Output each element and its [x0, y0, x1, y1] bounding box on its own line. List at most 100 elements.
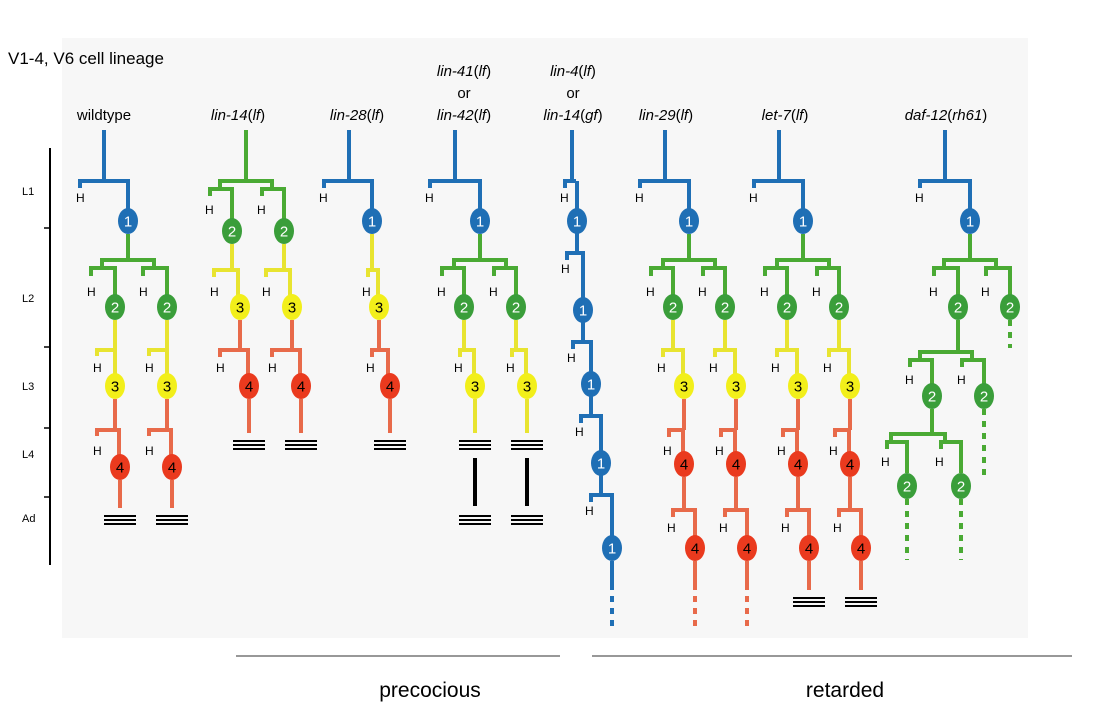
genotype-label-part: ) [260, 107, 265, 124]
hypodermal-label: H [268, 361, 277, 375]
seam-cell-fate-number: 1 [597, 456, 605, 473]
genotype-label-part: ( [791, 107, 796, 124]
seam-cell-fate-2 [222, 218, 242, 244]
hypodermal-label: H [145, 444, 154, 458]
genotype-label-part: ( [367, 107, 372, 124]
hypodermal-label: H [957, 373, 966, 387]
genotype-label-part: lf [479, 107, 488, 124]
seam-cell-fate-number: 3 [732, 379, 740, 396]
seam-cell-fate-4 [110, 454, 130, 480]
hypodermal-label: H [646, 285, 655, 299]
genotype-label-part: lin-14 [211, 107, 248, 124]
genotype-label-lin-4-lf-or-lin-14-gf: lin-4(lf) [550, 63, 596, 80]
seam-cell-fate-3 [517, 373, 537, 399]
hypodermal-label: H [663, 444, 672, 458]
seam-cell-fate-1 [793, 208, 813, 234]
seam-cell-fate-number: 3 [523, 379, 531, 396]
genotype-label-part: lf [372, 107, 381, 124]
seam-cell-fate-number: 4 [297, 379, 305, 396]
genotype-label-lin-14-lf: lin-14(lf) [211, 107, 265, 124]
hypodermal-label: H [905, 373, 914, 387]
seam-cell-fate-number: 4 [743, 541, 751, 558]
hypodermal-label: H [812, 285, 821, 299]
genotype-label-part: or [566, 85, 579, 102]
stage-label-l4: L4 [22, 449, 34, 461]
hypodermal-label: H [366, 361, 375, 375]
seam-cell-fate-4 [726, 451, 746, 477]
seam-cell-fate-2 [1000, 294, 1020, 320]
seam-cell-fate-number: 2 [783, 300, 791, 317]
hypodermal-label: H [635, 191, 644, 205]
hypodermal-label: H [575, 425, 584, 439]
genotype-label-lin-29-lf: lin-29(lf) [639, 107, 693, 124]
seam-cell-fate-number: 4 [386, 379, 394, 396]
seam-cell-fate-4 [685, 535, 705, 561]
genotype-label-part: lf [796, 107, 805, 124]
seam-cell-fate-number: 3 [111, 379, 119, 396]
diagram-panel [62, 38, 1028, 638]
seam-cell-fate-1 [960, 208, 980, 234]
hypodermal-label: H [760, 285, 769, 299]
seam-cell-fate-number: 4 [245, 379, 253, 396]
seam-cell-fate-2 [974, 383, 994, 409]
genotype-headers: wildtype lin-14(lf) lin-28(lf)lin-41(lf)or… [76, 63, 987, 124]
hypodermal-label: H [833, 521, 842, 535]
genotype-label-part: ( [474, 107, 479, 124]
genotype-label-part: lin-41 [437, 63, 474, 80]
seam-cell-fate-2 [777, 294, 797, 320]
seam-cell-fate-3 [465, 373, 485, 399]
seam-cell-fate-number: 3 [288, 300, 296, 317]
seam-cell-fate-1 [573, 297, 593, 323]
seam-cell-fate-number: 1 [587, 377, 595, 394]
seam-cell-fate-number: 2 [460, 300, 468, 317]
genotype-label-part: lin-29 [639, 107, 676, 124]
seam-cell-fate-number: 1 [966, 214, 974, 231]
genotype-label-part: lin-42 [437, 107, 474, 124]
seam-cell-fate-2 [663, 294, 683, 320]
hypodermal-label: H [262, 285, 271, 299]
seam-cell-fate-1 [470, 208, 490, 234]
genotype-label-part: let-7 [762, 107, 792, 124]
seam-cell-fate-1 [118, 208, 138, 234]
seam-cell-fate-number: 1 [368, 214, 376, 231]
seam-cell-fate-2 [951, 473, 971, 499]
genotype-label-part: ( [474, 63, 479, 80]
seam-cell-fate-4 [840, 451, 860, 477]
seam-cell-fate-4 [291, 373, 311, 399]
lineage-trees: H1H2H3H4H2H3H4H2H3H4H2H3H4H1H3H4H1H2H3H2… [76, 130, 1020, 632]
seam-cell-fate-2 [829, 294, 849, 320]
genotype-label-part: gf [585, 107, 599, 124]
seam-cell-fate-4 [799, 535, 819, 561]
hypodermal-label: H [929, 285, 938, 299]
genotype-label-part: ) [486, 63, 491, 80]
seam-cell-fate-3 [157, 373, 177, 399]
seam-cell-fate-number: 3 [471, 379, 479, 396]
genotype-label-part: ) [598, 107, 603, 124]
seam-cell-fate-2 [897, 473, 917, 499]
seam-cell-fate-number: 2 [980, 389, 988, 406]
seam-cell-fate-1 [567, 208, 587, 234]
hypodermal-label: H [935, 455, 944, 469]
hypodermal-label: H [205, 203, 214, 217]
genotype-label-part: ( [248, 107, 253, 124]
hypodermal-label: H [506, 361, 515, 375]
seam-cell-fate-number: 2 [280, 224, 288, 241]
stage-label-l2: L2 [22, 293, 34, 305]
seam-cell-fate-number: 1 [573, 214, 581, 231]
seam-cell-fate-number: 2 [228, 224, 236, 241]
genotype-label-lin-28-lf: lin-28(lf) [330, 107, 384, 124]
seam-cell-fate-number: 2 [903, 479, 911, 496]
group-brackets: precocious retarded [236, 655, 1072, 702]
hypodermal-label: H [781, 521, 790, 535]
seam-cell-fate-2 [948, 294, 968, 320]
hypodermal-label: H [87, 285, 96, 299]
seam-cell-fate-4 [162, 454, 182, 480]
seam-cell-fate-number: 2 [669, 300, 677, 317]
genotype-label-daf-12-rh61: daf-12(rh61) [905, 107, 988, 124]
genotype-label-part: ) [982, 107, 987, 124]
seam-cell-fate-number: 3 [680, 379, 688, 396]
hypodermal-label: H [749, 191, 758, 205]
